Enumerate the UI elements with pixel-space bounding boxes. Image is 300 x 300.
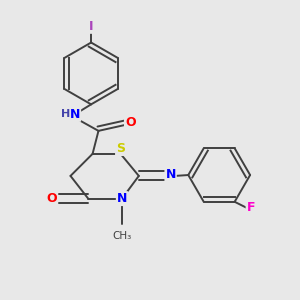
Text: N: N bbox=[117, 192, 127, 205]
Text: H: H bbox=[61, 110, 70, 119]
Text: CH₃: CH₃ bbox=[112, 231, 132, 241]
Text: O: O bbox=[125, 116, 136, 128]
Text: F: F bbox=[247, 201, 255, 214]
Text: S: S bbox=[116, 142, 125, 155]
Text: N: N bbox=[70, 108, 80, 121]
Text: N: N bbox=[165, 168, 176, 181]
Text: I: I bbox=[89, 20, 93, 33]
Text: O: O bbox=[46, 192, 57, 205]
